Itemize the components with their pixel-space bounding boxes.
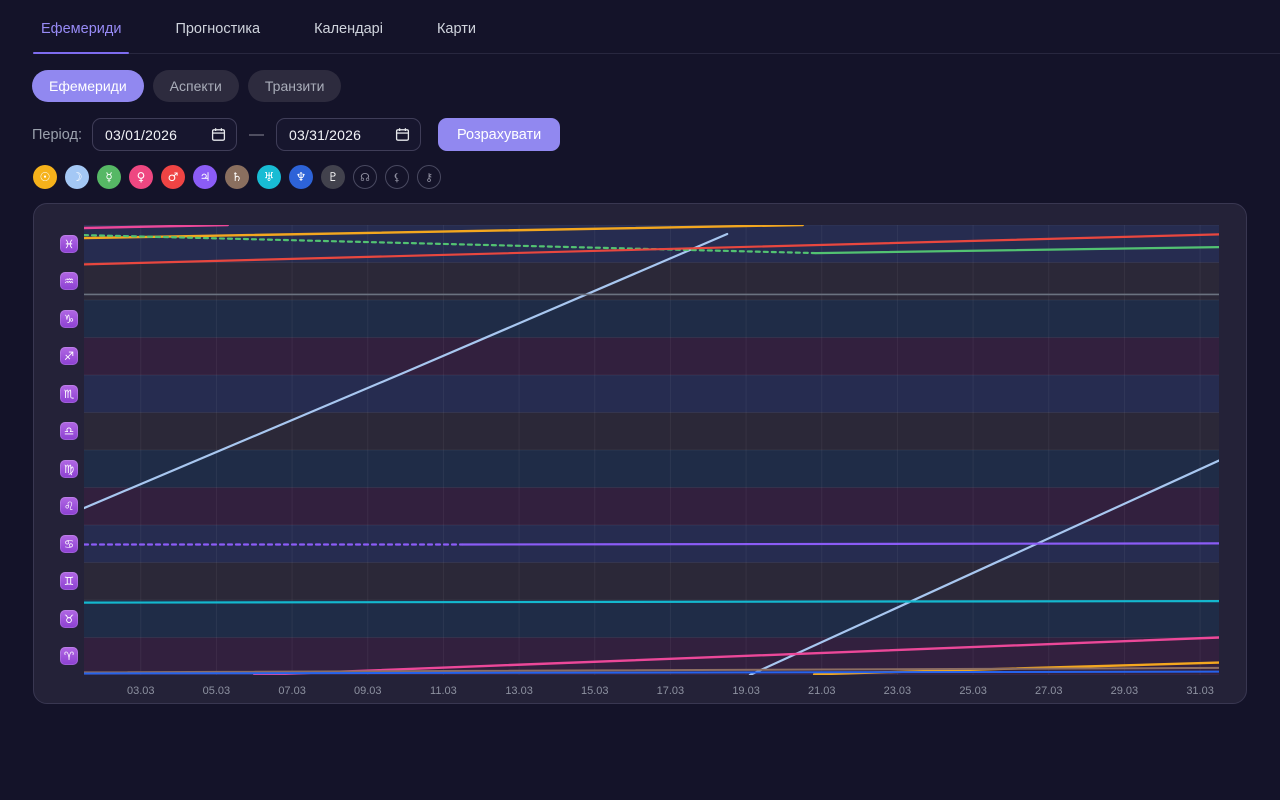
zodiac-sagittarius-icon: ♐ [60, 347, 78, 366]
ephemeris-plot [84, 225, 1219, 675]
tab-calendars[interactable]: Календарі [314, 21, 383, 37]
date-to-input[interactable]: 03/31/2026 [276, 118, 422, 151]
band-capricorn [84, 300, 1219, 338]
zodiac-leo-icon: ♌ [60, 497, 78, 516]
north-node-toggle-icon[interactable]: ☊ [353, 165, 377, 189]
saturn-toggle-icon[interactable]: ♄ [225, 165, 249, 189]
x-tick-label: 15.03 [580, 685, 609, 697]
series-venus-line [84, 225, 229, 230]
calendar-icon[interactable] [211, 127, 226, 142]
calendar-icon[interactable] [395, 127, 410, 142]
sun-toggle-icon[interactable]: ☉ [33, 165, 57, 189]
x-tick-label: 13.03 [505, 685, 533, 697]
x-tick-label: 21.03 [807, 685, 836, 697]
x-tick-label: 27.03 [1034, 685, 1063, 697]
zodiac-pisces-icon: ♓ [60, 234, 78, 253]
date-from-input[interactable]: 03/01/2026 [92, 118, 238, 151]
uranus-toggle-icon[interactable]: ♅ [257, 165, 281, 189]
calculate-button[interactable]: Розрахувати [438, 118, 561, 151]
period-row: Період: 03/01/2026 — 03/31/2026 Розрахув… [32, 118, 561, 151]
band-leo [84, 487, 1219, 525]
series-mars-line [84, 233, 1219, 266]
zodiac-scorpio-icon: ♏ [60, 384, 78, 403]
x-tick-label: 07.03 [278, 685, 306, 697]
zodiac-taurus-icon: ♉ [60, 609, 78, 628]
zodiac-cancer-icon: ♋ [60, 534, 78, 553]
filter-pill-aspects[interactable]: Аспекти [152, 70, 239, 102]
period-range-dash: — [249, 126, 265, 143]
series-venus-line [253, 636, 1219, 675]
series-mercury-line [815, 246, 1219, 255]
band-libra [84, 412, 1219, 450]
tab-prognostics[interactable]: Прогностика [175, 21, 261, 37]
zodiac-capricorn-icon: ♑ [60, 309, 78, 328]
band-gemini [84, 562, 1219, 600]
view-filter-pills: Ефемериди Аспекти Транзити [32, 70, 342, 102]
band-scorpio [84, 375, 1219, 413]
mercury-toggle-icon[interactable]: ☿ [97, 165, 121, 189]
series-moon-line [84, 232, 729, 510]
jupiter-toggle-icon[interactable]: ♃ [193, 165, 217, 189]
tab-ephemeris[interactable]: Ефемериди [33, 11, 130, 54]
band-virgo [84, 450, 1219, 488]
zodiac-virgo-icon: ♍ [60, 459, 78, 478]
x-tick-label: 03.03 [126, 685, 155, 697]
zodiac-libra-icon: ♎ [60, 422, 78, 441]
series-neptune-line [84, 670, 1219, 675]
x-tick-label: 23.03 [883, 685, 912, 697]
x-tick-label: 29.03 [1110, 685, 1139, 697]
band-taurus [84, 600, 1219, 638]
band-pisces [84, 225, 1219, 263]
filter-pill-transits[interactable]: Транзити [247, 70, 342, 102]
series-uranus-line [84, 600, 1219, 604]
chiron-toggle-icon[interactable]: ⚷ [417, 165, 441, 189]
band-sagittarius [84, 337, 1219, 375]
x-tick-label: 05.03 [202, 685, 231, 697]
x-tick-label: 11.03 [430, 685, 457, 697]
date-to-value: 03/31/2026 [289, 126, 362, 143]
top-tabs: Ефемериди Прогностика Календарі Карти [33, 14, 1280, 54]
mars-toggle-icon[interactable]: ♂ [161, 165, 185, 189]
series-sun-line [84, 225, 804, 240]
x-tick-label: 09.03 [353, 685, 382, 697]
planet-toggle-row: ☉ ☽ ☿ ♀ ♂ ♃ ♄ ♅ ♆ ♇ ☊ ⚸ ⚷ [33, 165, 441, 189]
series-mercury-line-retrograde [84, 234, 818, 255]
venus-toggle-icon[interactable]: ♀ [129, 165, 153, 189]
pluto-toggle-icon[interactable]: ♇ [321, 165, 345, 189]
date-from-value: 03/01/2026 [105, 126, 178, 143]
zodiac-gemini-icon: ♊ [60, 572, 78, 591]
x-tick-label: 17.03 [656, 685, 685, 697]
series-moon-line [748, 459, 1219, 675]
neptune-toggle-icon[interactable]: ♆ [289, 165, 313, 189]
tab-charts[interactable]: Карти [436, 21, 476, 37]
series-jupiter-line [461, 542, 1219, 546]
lilith-toggle-icon[interactable]: ⚸ [385, 165, 409, 189]
filter-pill-ephemeris[interactable]: Ефемериди [32, 70, 144, 102]
x-tick-label: 19.03 [732, 685, 760, 697]
ephemeris-chart-card: ♓ ♒ ♑ ♐ ♏ ♎ ♍ ♌ ♋ ♊ ♉ ♈ 03.03 05.03 07.03 09.03 11.03 13… [33, 203, 1247, 704]
x-tick-label: 25.03 [959, 685, 987, 697]
moon-toggle-icon[interactable]: ☽ [65, 165, 89, 189]
series-saturn-line [84, 666, 1219, 674]
x-tick-label: 31.03 [1186, 685, 1214, 697]
period-label: Період: [32, 126, 83, 143]
zodiac-aquarius-icon: ♒ [60, 272, 78, 291]
zodiac-aries-icon: ♈ [60, 647, 78, 666]
